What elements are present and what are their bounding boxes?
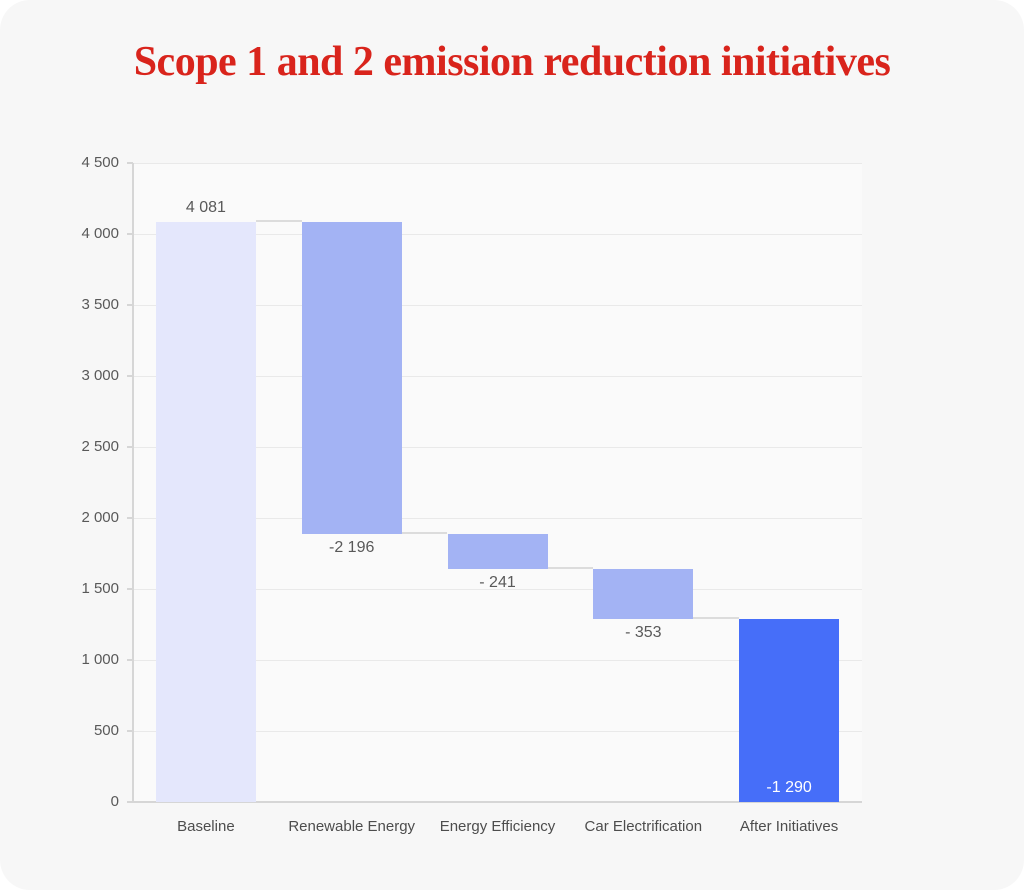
step-connector-line <box>255 220 302 223</box>
y-axis-tick <box>127 588 133 590</box>
gridline <box>133 730 862 732</box>
y-axis-tick <box>127 730 133 732</box>
chart-title: Scope 1 and 2 emission reduction initiat… <box>133 39 891 85</box>
y-axis <box>132 163 134 802</box>
gridline <box>133 588 862 590</box>
y-tick-label: 4 000 <box>81 225 119 242</box>
bar-car-electrification <box>593 568 694 619</box>
y-axis-tick <box>127 233 133 235</box>
gridline <box>133 233 862 235</box>
gridline <box>133 162 862 164</box>
x-category-label: Energy Efficiency <box>439 818 556 835</box>
y-axis-tick <box>127 375 133 377</box>
y-tick-label: 3 500 <box>81 296 119 313</box>
gridline <box>133 659 862 661</box>
y-axis-tick <box>127 162 133 164</box>
bar-value-label: - 241 <box>479 573 516 591</box>
bar-after-initiatives <box>739 618 840 802</box>
step-connector-line <box>693 616 740 619</box>
step-connector-line <box>401 532 448 535</box>
bar-energy-efficiency <box>447 534 548 569</box>
y-tick-label: 3 000 <box>81 367 119 384</box>
gridline <box>133 446 862 448</box>
y-tick-label: 500 <box>93 722 119 739</box>
y-tick-label: 0 <box>110 793 119 810</box>
y-axis-tick <box>127 801 133 803</box>
step-connector-line <box>547 566 594 569</box>
x-category-label: After Initiatives <box>739 818 839 835</box>
x-category-label: Car Electrification <box>584 818 703 835</box>
y-tick-label: 1 000 <box>81 651 119 668</box>
y-tick-label: 2 000 <box>81 509 119 526</box>
bar-value-label: -2 196 <box>329 539 375 557</box>
y-axis-tick <box>127 446 133 448</box>
y-axis-tick <box>127 304 133 306</box>
x-category-label: Baseline <box>177 818 235 835</box>
bar-value-label: - 353 <box>625 623 662 641</box>
gridline <box>133 375 862 377</box>
bar-value-label: -1 290 <box>766 779 812 796</box>
gridline <box>133 517 862 519</box>
y-axis-tick <box>127 517 133 519</box>
gridline <box>133 304 862 306</box>
y-axis-tick <box>127 659 133 661</box>
x-category-label: Renewable Energy <box>288 818 416 835</box>
y-tick-label: 1 500 <box>81 580 119 597</box>
y-tick-label: 2 500 <box>81 438 119 455</box>
y-tick-label: 4 500 <box>81 154 119 171</box>
bar-value-label: 4 081 <box>185 199 226 217</box>
x-axis <box>131 801 862 803</box>
bar-baseline <box>155 222 256 802</box>
bar-renewable-energy <box>301 222 402 535</box>
